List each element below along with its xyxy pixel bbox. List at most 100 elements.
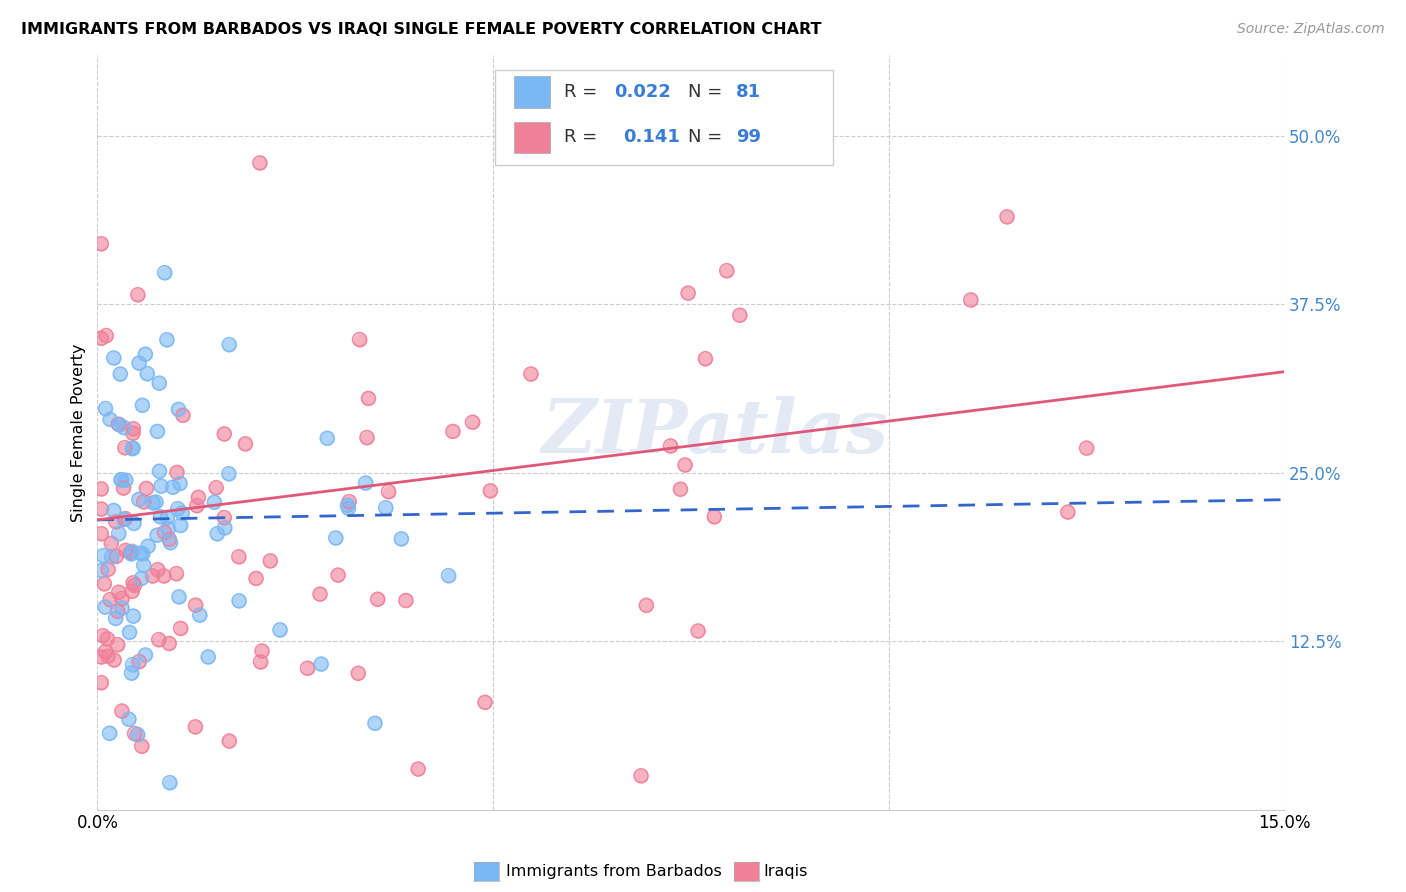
Point bbox=[187, 491, 209, 505]
Point bbox=[1076, 441, 1098, 455]
Point bbox=[309, 657, 332, 671]
Point bbox=[347, 666, 370, 681]
Point bbox=[202, 495, 225, 509]
Point bbox=[377, 484, 399, 499]
Point bbox=[228, 549, 250, 564]
Point bbox=[152, 569, 174, 583]
Point bbox=[134, 648, 156, 662]
Point bbox=[111, 704, 134, 718]
Point bbox=[172, 506, 194, 520]
Point bbox=[157, 522, 180, 536]
Point bbox=[98, 592, 121, 607]
Point bbox=[136, 367, 159, 381]
Point bbox=[695, 351, 717, 366]
Point bbox=[111, 601, 134, 615]
Point bbox=[90, 482, 112, 496]
Point bbox=[121, 584, 143, 599]
Point bbox=[959, 293, 981, 307]
Point bbox=[103, 653, 125, 667]
Point bbox=[218, 337, 240, 351]
Point bbox=[337, 501, 360, 516]
Point bbox=[214, 521, 236, 535]
Text: R =: R = bbox=[564, 83, 603, 101]
Point bbox=[437, 568, 460, 582]
Point bbox=[146, 425, 169, 439]
Point bbox=[235, 437, 257, 451]
Point bbox=[120, 547, 142, 561]
Point bbox=[188, 608, 211, 623]
Bar bbox=[515, 76, 550, 108]
Point bbox=[98, 726, 121, 740]
Point bbox=[676, 286, 699, 301]
Point bbox=[132, 558, 155, 573]
Point bbox=[93, 576, 115, 591]
Point bbox=[121, 544, 143, 558]
Point bbox=[212, 426, 235, 441]
Point bbox=[90, 331, 112, 345]
Point bbox=[107, 638, 129, 652]
Point bbox=[309, 587, 332, 601]
Point bbox=[94, 600, 117, 615]
Point bbox=[110, 473, 132, 487]
Point bbox=[111, 601, 134, 615]
Point bbox=[114, 543, 136, 558]
Point bbox=[250, 644, 273, 658]
Point bbox=[357, 392, 380, 406]
Point bbox=[122, 441, 145, 455]
Point bbox=[205, 481, 228, 495]
Point bbox=[121, 666, 143, 681]
Point bbox=[90, 649, 112, 664]
Point bbox=[166, 566, 188, 581]
Text: Source: ZipAtlas.com: Source: ZipAtlas.com bbox=[1237, 22, 1385, 37]
Point bbox=[374, 500, 396, 515]
Point bbox=[134, 648, 156, 662]
Point bbox=[107, 417, 129, 432]
Point bbox=[90, 675, 112, 690]
Point bbox=[461, 415, 484, 429]
Point bbox=[228, 549, 250, 564]
Point bbox=[218, 467, 240, 481]
Point bbox=[97, 562, 120, 576]
Point bbox=[309, 657, 332, 671]
Point bbox=[98, 412, 121, 426]
Point bbox=[156, 510, 179, 524]
Point bbox=[108, 417, 131, 432]
Point bbox=[249, 655, 271, 669]
Point bbox=[114, 473, 136, 487]
Point bbox=[122, 516, 145, 531]
Point bbox=[90, 331, 112, 345]
Point bbox=[167, 402, 190, 417]
Point bbox=[90, 502, 112, 516]
Point bbox=[150, 479, 173, 493]
Point bbox=[357, 392, 380, 406]
Point bbox=[157, 636, 180, 650]
Point bbox=[188, 608, 211, 623]
Point bbox=[93, 549, 115, 563]
Point bbox=[96, 632, 118, 646]
Point bbox=[120, 545, 142, 559]
Point bbox=[337, 494, 360, 508]
Point bbox=[90, 482, 112, 496]
Point bbox=[105, 549, 128, 564]
Point bbox=[146, 563, 169, 577]
Point bbox=[128, 492, 150, 507]
Point bbox=[148, 464, 170, 478]
Point bbox=[157, 522, 180, 536]
Point bbox=[461, 415, 484, 429]
Point bbox=[121, 584, 143, 599]
Point bbox=[107, 604, 129, 618]
Point bbox=[112, 481, 135, 495]
Point bbox=[107, 417, 129, 432]
Point bbox=[636, 599, 658, 613]
Point bbox=[337, 494, 360, 508]
Point bbox=[235, 437, 257, 451]
Point bbox=[172, 506, 194, 520]
Point bbox=[167, 590, 190, 604]
FancyBboxPatch shape bbox=[495, 70, 834, 164]
Point bbox=[96, 328, 118, 343]
Point bbox=[364, 716, 387, 731]
Point bbox=[134, 347, 156, 361]
Point bbox=[124, 578, 146, 592]
Point bbox=[184, 720, 207, 734]
Point bbox=[245, 571, 267, 585]
